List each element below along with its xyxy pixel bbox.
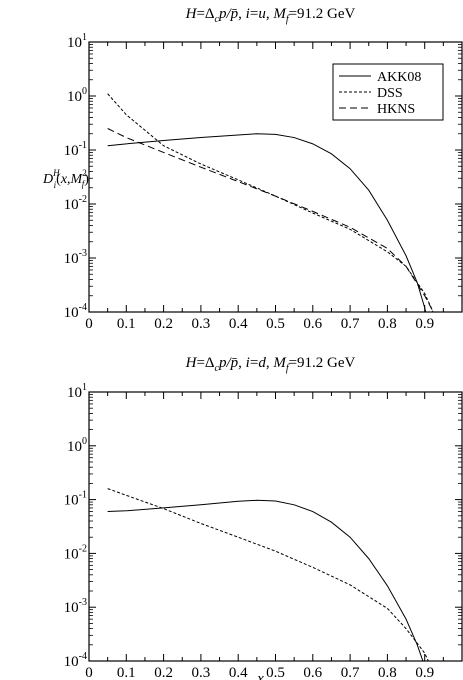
legend-label: DSS <box>377 86 403 101</box>
x-tick-label: 0.7 <box>341 665 360 680</box>
x-tick-label: 0 <box>85 665 93 680</box>
x-tick-label: 0.3 <box>192 665 211 680</box>
x-tick-label: 0.1 <box>117 665 136 680</box>
series-akk08 <box>107 133 427 312</box>
x-tick-label: 0.7 <box>341 316 360 332</box>
y-tick-label: 100 <box>67 436 87 455</box>
y-tick-label: 10-4 <box>64 651 87 670</box>
x-tick-label: 0.2 <box>154 665 173 680</box>
y-tick-label: 101 <box>67 382 87 401</box>
y-tick-label: 10-3 <box>64 248 87 267</box>
x-tick-label: 0.6 <box>303 316 322 332</box>
plot-frame <box>88 391 463 662</box>
series-akk08 <box>107 499 424 661</box>
legend-label: AKK08 <box>377 70 421 85</box>
x-tick-label: 0.2 <box>154 316 173 332</box>
x-tick-label: 0.4 <box>229 316 248 332</box>
x-tick-label: 0.8 <box>378 316 397 332</box>
x-tick-label: 0.5 <box>266 316 285 332</box>
y-tick-label: 100 <box>67 86 87 105</box>
x-tick-label: 0.4 <box>229 665 248 680</box>
x-tick-label: 0.5 <box>266 665 285 680</box>
y-tick-label: 10-1 <box>64 140 87 159</box>
x-tick-label: 0.3 <box>192 316 211 332</box>
x-tick-label: 0.9 <box>415 316 434 332</box>
series-hkns <box>107 128 434 312</box>
x-axis-label: x <box>256 671 264 680</box>
y-tick-label: 10-4 <box>64 302 87 321</box>
legend-label: HKNS <box>377 102 415 117</box>
y-tick-label: 10-1 <box>64 490 87 509</box>
x-tick-label: 0.9 <box>415 665 434 680</box>
y-tick-label: 10-3 <box>64 597 87 616</box>
chart-panel-2: H=Δcp/p̄, i=d, Mf=91.2 GeV 0 0.1 0.2 0.3 0.4 0… <box>64 355 463 680</box>
x-tick-label: 0.8 <box>378 665 397 680</box>
x-tick-label: 0 <box>85 316 93 332</box>
x-tick-label: 0.1 <box>117 316 136 332</box>
y-tick-label: 10-2 <box>64 194 87 213</box>
chart-title: H=Δcp/p̄, i=d, Mf=91.2 GeV <box>185 355 356 374</box>
series-dss <box>107 93 434 312</box>
series-dss <box>107 488 429 661</box>
chart-title: H=Δcp/p̄, i=u, Mf=91.2 GeV <box>185 6 356 25</box>
chart-panel-1: H=Δcp/p̄, i=u, Mf=91.2 GeV 0 0.1 0.2 0.3 0.4 0… <box>42 6 463 332</box>
y-tick-label: 101 <box>67 32 87 51</box>
y-axis-label: DH i(x,M2 f) <box>42 168 89 190</box>
y-tick-label: 10-2 <box>64 543 87 562</box>
x-tick-label: 0.6 <box>303 665 322 680</box>
